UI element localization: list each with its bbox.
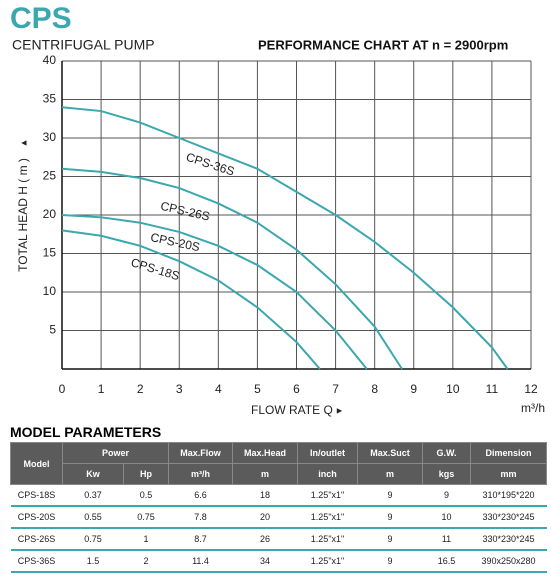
x-tick-label: 7 — [332, 382, 339, 396]
header-cell: Max.Flow — [168, 442, 234, 464]
table-row: CPS-36S 1.5 2 11.4 34 1.25"x1" 9 16.5 390x250x28… — [10, 550, 547, 573]
x-tick-label: 10 — [446, 382, 460, 396]
table-cell: 1 — [123, 528, 169, 551]
table-cell: 1.25"x1" — [297, 550, 358, 573]
x-axis-label: FLOW RATE Q — [251, 403, 333, 417]
subheader-cell: Hp — [122, 463, 170, 485]
table-cell: 11.4 — [168, 550, 233, 573]
curve-label: CPS-26S — [159, 199, 211, 224]
y-tick-label: 10 — [43, 284, 57, 298]
x-tick-label: 4 — [215, 382, 222, 396]
x-unit: m³/h — [521, 401, 545, 415]
table-cell: 20 — [232, 506, 298, 529]
table-cell: 7.8 — [168, 506, 233, 529]
subheader-cell: m — [232, 463, 299, 485]
curve-label: CPS-36S — [184, 150, 236, 179]
table-cell: CPS-20S — [10, 506, 63, 529]
table-row: CPS-26S 0.75 1 8.7 26 1.25"x1" 9 11 330*230*245 — [10, 528, 547, 551]
table-cell: 1.5 — [62, 550, 124, 573]
table-cell: 26 — [232, 528, 298, 551]
header-cell: Dimension — [470, 442, 548, 464]
table-cell: 1.25"x1" — [297, 528, 358, 551]
y-tick-label: 25 — [43, 169, 57, 183]
y-tick-label: 35 — [43, 92, 57, 106]
header-row: Model Power Max.Flow Max.Head In/outlet Max.S… — [10, 442, 548, 485]
subheader-cell: mm — [470, 463, 548, 485]
table-cell: 16.5 — [422, 550, 471, 573]
x-tick-label: 0 — [59, 382, 66, 396]
table-cell: 0.75 — [62, 528, 124, 551]
x-arrow: ► — [335, 405, 344, 415]
table-cell: 330*230*245 — [470, 506, 547, 529]
subheader-cell: Kw — [62, 463, 124, 485]
curve — [61, 229, 321, 370]
table-cell: 10 — [422, 506, 471, 529]
table-cell: 9 — [357, 528, 423, 551]
curve — [61, 106, 509, 370]
brand: CPS — [10, 2, 72, 35]
header-cell: Max.Head — [232, 442, 299, 464]
table-cell: 8.7 — [168, 528, 233, 551]
table-cell: 310*195*220 — [470, 484, 547, 507]
table-cell: 0.75 — [123, 506, 169, 529]
subheader-cell: m³/h — [168, 463, 234, 485]
x-tick-label: 5 — [254, 382, 261, 396]
x-tick-label: 6 — [293, 382, 300, 396]
table-cell: 6.6 — [168, 484, 233, 507]
x-tick-label: 9 — [410, 382, 417, 396]
y-tick-label: 40 — [43, 53, 57, 67]
table-cell: 9 — [422, 484, 471, 507]
table-cell: 9 — [357, 550, 423, 573]
table-cell: 0.55 — [62, 506, 124, 529]
header-cell: Power — [61, 442, 170, 464]
chart: CPS CENTRIFUGAL PUMP PERFORMANCE CHART A… — [10, 2, 545, 417]
x-tick-label: 2 — [137, 382, 144, 396]
subheader-cell: kgs — [422, 463, 472, 485]
table-cell: 11 — [422, 528, 471, 551]
y-tick-label: 5 — [49, 323, 56, 337]
table-cell: 34 — [232, 550, 298, 573]
parameter-table: Model Power Max.Flow Max.Head In/outlet Max.S… — [10, 442, 548, 573]
x-tick-label: 12 — [524, 382, 538, 396]
header-cell: G.W. — [422, 442, 472, 464]
subheader-row: Kw Hp m³/h m inch m kgs mm — [11, 463, 548, 485]
table-cell: CPS-18S — [10, 484, 63, 507]
table-row: CPS-20S 0.55 0.75 7.8 20 1.25"x1" 9 10 330*230*2… — [10, 506, 547, 529]
x-tick-label: 1 — [98, 382, 105, 396]
table-cell: 0.37 — [62, 484, 124, 507]
y-arrow: ▲ — [18, 139, 28, 148]
x-tick-label: 11 — [486, 382, 499, 396]
table-cell: 0.5 — [123, 484, 169, 507]
y-tick-label: 15 — [43, 246, 57, 260]
table-cell: CPS-36S — [10, 550, 63, 573]
chart-title: PERFORMANCE CHART AT n = 2900rpm — [258, 37, 508, 52]
subheader-cell: inch — [297, 463, 359, 485]
table-row: CPS-18S 0.37 0.5 6.6 18 1.25"x1" 9 9 310*195*220 — [10, 484, 547, 507]
curve-label: CPS-20S — [149, 230, 201, 254]
curve — [61, 167, 403, 370]
header-cell: Max.Suct — [357, 442, 424, 464]
table-title: MODEL PARAMETERS — [10, 424, 162, 440]
table-cell: 9 — [357, 484, 423, 507]
table-cell: 2 — [123, 550, 169, 573]
x-tick-label: 8 — [371, 382, 378, 396]
y-tick-label: 20 — [43, 207, 57, 221]
curve — [61, 214, 368, 370]
x-tick-label: 3 — [176, 382, 183, 396]
y-tick-label: 30 — [43, 130, 57, 144]
table-cell: 1.25"x1" — [297, 484, 358, 507]
table-cell: 18 — [232, 484, 298, 507]
header-cell: Model — [10, 442, 63, 485]
table-cell: 9 — [357, 506, 423, 529]
table-cell: 1.25"x1" — [297, 506, 358, 529]
subheader-cell: m — [357, 463, 424, 485]
table-cell: 330*230*245 — [470, 528, 547, 551]
table-cell: CPS-26S — [10, 528, 63, 551]
table-cell: 390x250x280 — [470, 550, 547, 573]
subtitle: CENTRIFUGAL PUMP — [12, 37, 155, 53]
y-axis-label: TOTAL HEAD H ( m ) — [16, 158, 30, 272]
header-cell: In/outlet — [297, 442, 359, 464]
